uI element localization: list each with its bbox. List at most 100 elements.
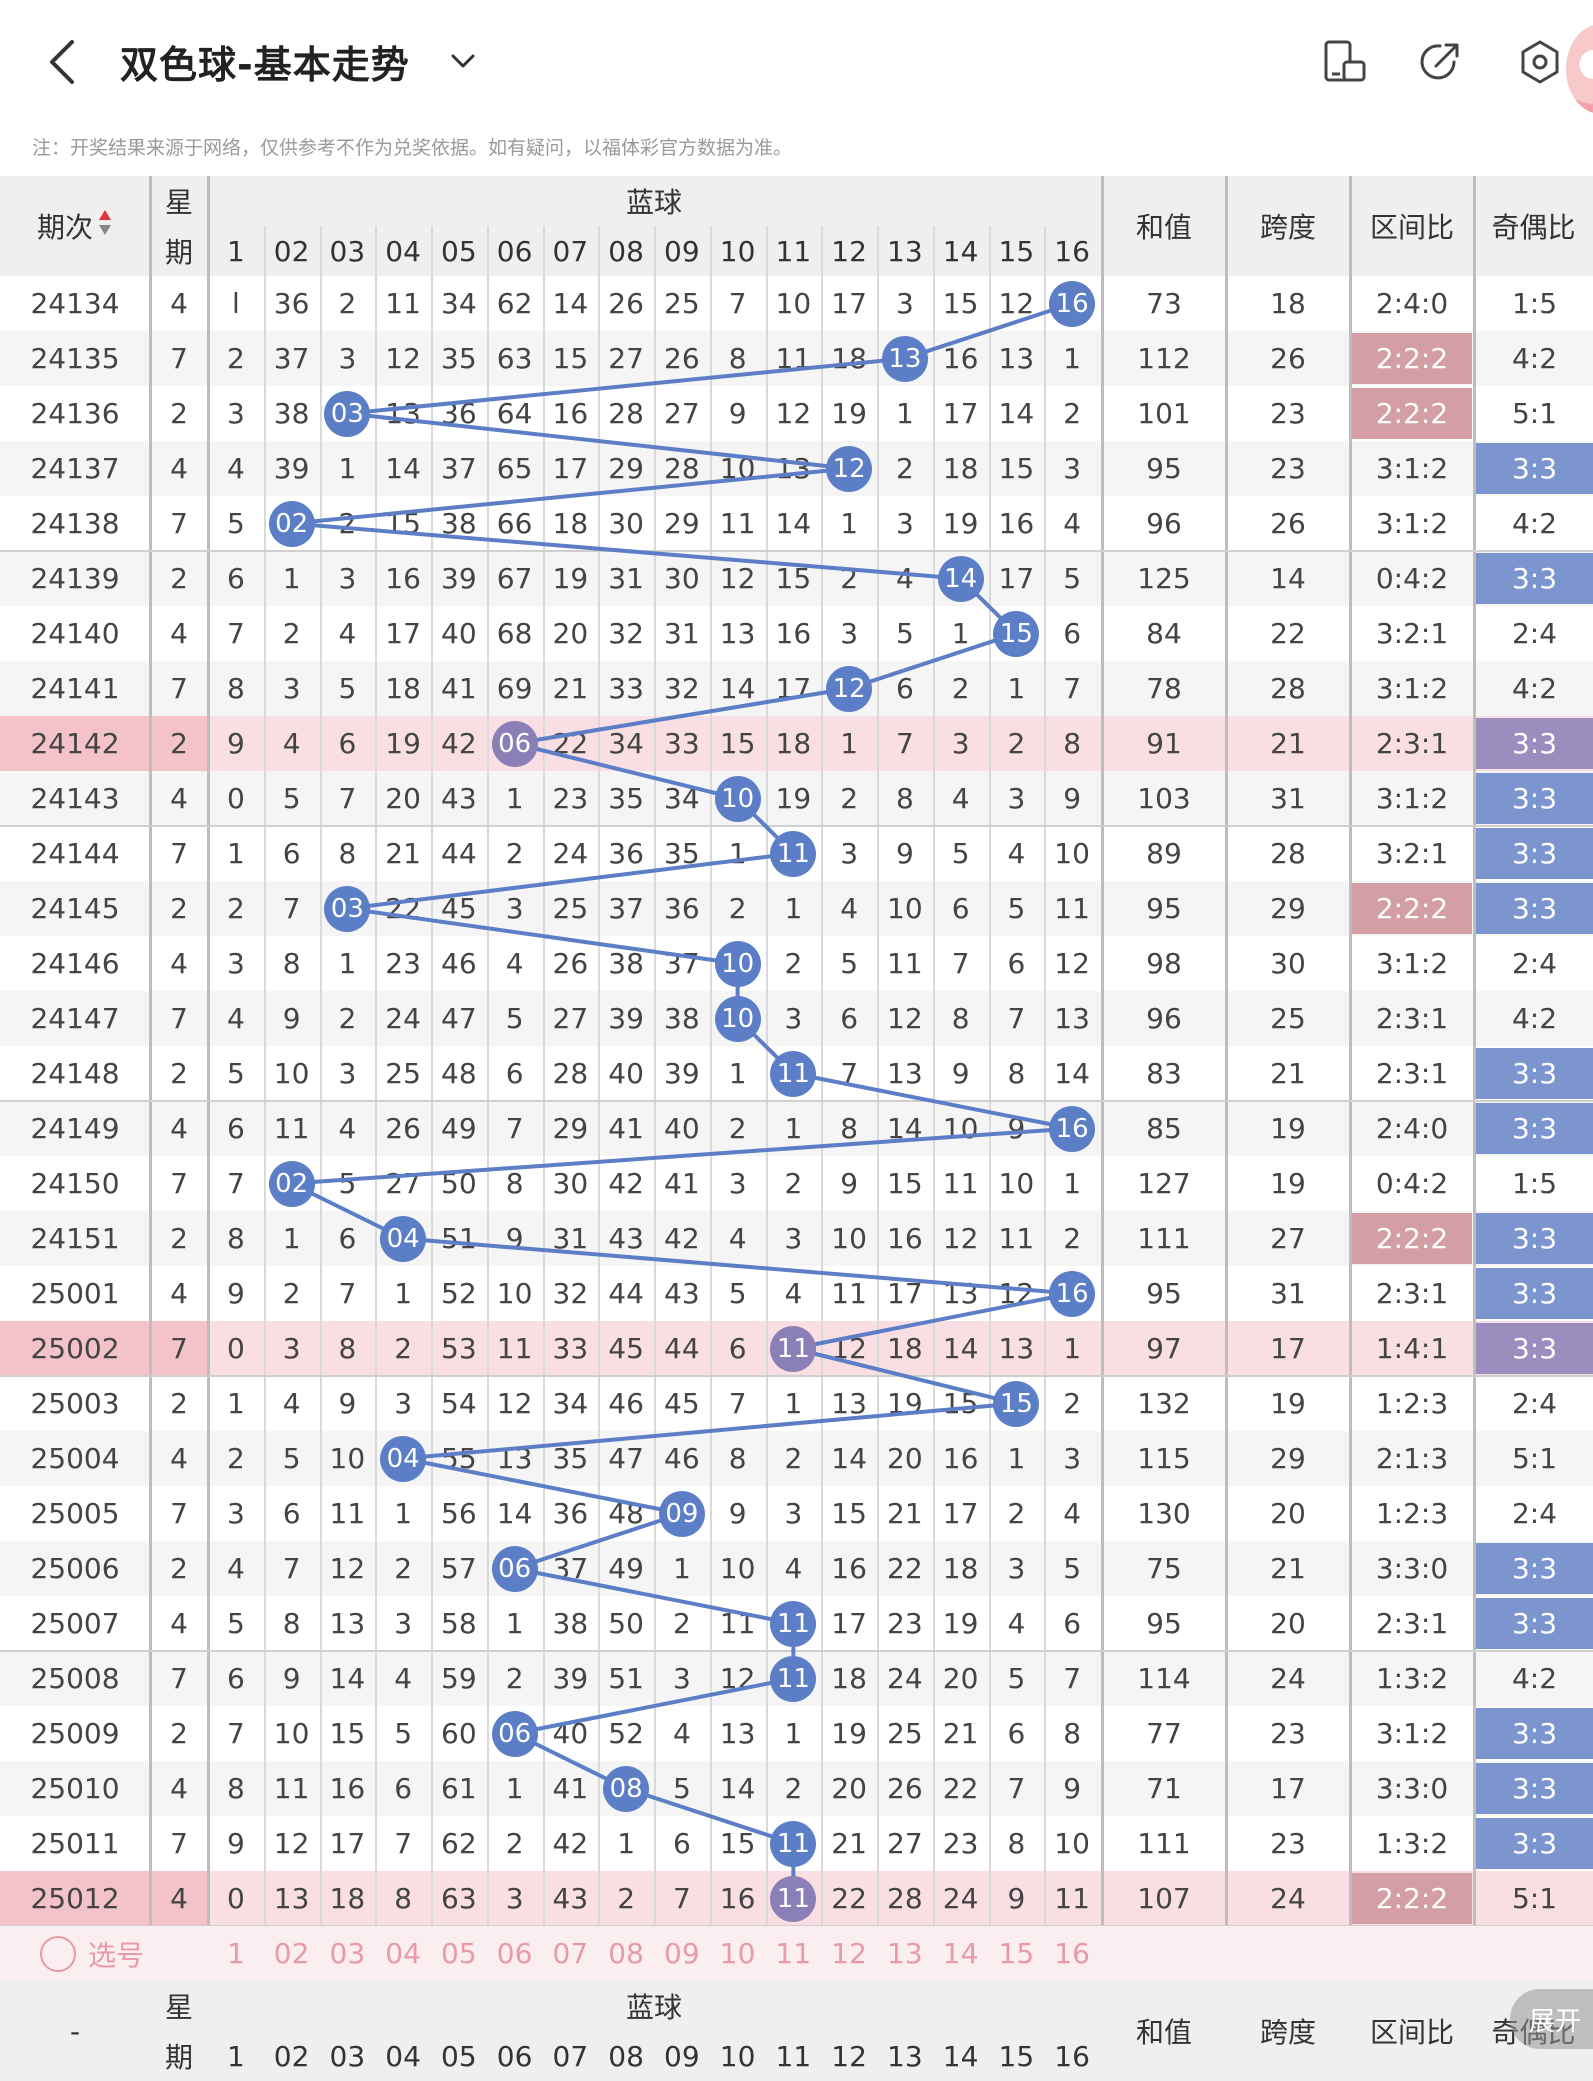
blue-ball-hit[interactable]: 09 xyxy=(654,1486,710,1541)
omission-cell: 4 xyxy=(338,1112,357,1145)
select-ball[interactable]: 10 xyxy=(719,1937,756,1970)
blue-ball[interactable]: 02 xyxy=(268,500,315,547)
blue-ball-hit[interactable]: 06 xyxy=(487,716,543,771)
blue-ball[interactable]: 06 xyxy=(491,1710,538,1757)
blue-ball[interactable]: 06 xyxy=(491,720,538,767)
share-icon[interactable] xyxy=(1414,36,1466,88)
col-sum-header[interactable]: 和值 xyxy=(1102,176,1226,276)
blue-ball[interactable]: 15 xyxy=(993,1380,1040,1427)
blue-ball[interactable]: 10 xyxy=(714,995,761,1042)
select-ball[interactable]: 06 xyxy=(496,1937,533,1970)
col-period-header[interactable]: 期次 xyxy=(0,176,150,276)
col-parity-header[interactable]: 奇偶比 xyxy=(1474,176,1593,276)
blue-ball[interactable]: 11 xyxy=(770,1050,817,1097)
expand-button[interactable]: 展开 xyxy=(1510,1989,1593,2049)
blue-ball[interactable]: 08 xyxy=(603,1765,650,1812)
blue-ball[interactable]: 06 xyxy=(491,1545,538,1592)
select-ball[interactable]: 08 xyxy=(608,1937,644,1970)
blue-ball[interactable]: 10 xyxy=(714,940,761,987)
chevron-down-icon[interactable] xyxy=(448,46,478,76)
blue-ball[interactable]: 03 xyxy=(324,390,371,437)
blue-ball[interactable]: 11 xyxy=(770,830,817,877)
select-ball[interactable]: 16 xyxy=(1054,1937,1090,1970)
blue-ball-hit[interactable]: 08 xyxy=(598,1761,654,1816)
select-number-button[interactable]: 选号 xyxy=(40,1926,160,1981)
blue-ball-hit[interactable]: 10 xyxy=(710,936,766,991)
blue-ball[interactable]: 13 xyxy=(881,335,928,382)
blue-ball[interactable]: 03 xyxy=(324,885,371,932)
select-ball[interactable]: 04 xyxy=(385,1937,421,1970)
blue-ball-hit[interactable]: 04 xyxy=(375,1431,431,1486)
select-ball[interactable]: 14 xyxy=(942,1937,979,1970)
chevron-left-icon[interactable] xyxy=(42,36,82,88)
select-ball[interactable]: 11 xyxy=(775,1937,812,1970)
blue-ball-hit[interactable]: 11 xyxy=(766,1651,822,1706)
blue-ball-hit[interactable]: 10 xyxy=(710,991,766,1046)
blue-ball-hit[interactable]: 04 xyxy=(375,1211,431,1266)
select-ball[interactable]: 12 xyxy=(831,1937,867,1970)
blue-ball-hit[interactable]: 11 xyxy=(766,826,822,881)
blue-ball-hit[interactable]: 03 xyxy=(320,386,376,441)
select-ball[interactable]: 07 xyxy=(552,1937,589,1970)
blue-ball-hit[interactable]: 11 xyxy=(766,1321,822,1376)
blue-ball[interactable]: 15 xyxy=(993,610,1040,657)
device-icon[interactable] xyxy=(1318,36,1370,88)
blue-ball[interactable]: 16 xyxy=(1049,280,1096,327)
radio-icon[interactable] xyxy=(40,1935,76,1972)
blue-ball[interactable]: 12 xyxy=(826,665,873,712)
select-ball[interactable]: 03 xyxy=(329,1937,366,1970)
select-ball[interactable]: 05 xyxy=(441,1937,477,1970)
blue-ball-hit[interactable]: 06 xyxy=(487,1541,543,1596)
blue-ball[interactable]: 11 xyxy=(770,1600,817,1647)
omission-cell: 22 xyxy=(887,1552,923,1585)
span-cell: 17 xyxy=(1270,1772,1306,1805)
omission-cell: 25 xyxy=(385,1057,421,1090)
blue-ball-hit[interactable]: 14 xyxy=(933,551,989,606)
omission-cell: 39 xyxy=(273,452,310,485)
blue-ball-hit[interactable]: 02 xyxy=(264,496,320,551)
blue-ball[interactable]: 09 xyxy=(658,1490,705,1537)
blue-ball[interactable]: 14 xyxy=(937,555,984,602)
blue-ball-hit[interactable]: 15 xyxy=(989,1376,1045,1431)
blue-ball-hit[interactable]: 16 xyxy=(1044,1101,1100,1156)
blue-ball[interactable]: 04 xyxy=(380,1215,427,1262)
blue-ball-hit[interactable]: 11 xyxy=(766,1046,822,1101)
blue-ball[interactable]: 02 xyxy=(268,1160,315,1207)
blue-ball[interactable]: 11 xyxy=(770,1655,817,1702)
blue-ball[interactable]: 04 xyxy=(380,1435,427,1482)
blue-ball[interactable]: 12 xyxy=(826,445,873,492)
blue-ball-hit[interactable]: 06 xyxy=(487,1706,543,1761)
select-ball[interactable]: 13 xyxy=(887,1937,923,1970)
select-ball[interactable]: 1 xyxy=(226,1937,245,1970)
blue-ball[interactable]: 10 xyxy=(714,775,761,822)
blue-ball-hit[interactable]: 16 xyxy=(1044,276,1100,331)
col-zone-header[interactable]: 区间比 xyxy=(1350,176,1474,276)
blue-ball-hit[interactable]: 11 xyxy=(766,1596,822,1651)
col-span-header[interactable]: 跨度 xyxy=(1226,176,1350,276)
blue-ball-hit[interactable]: 03 xyxy=(320,881,376,936)
blue-ball-hit[interactable]: 13 xyxy=(877,331,933,386)
select-ball[interactable]: 09 xyxy=(664,1937,700,1970)
omission-cell: 18 xyxy=(385,672,421,705)
blue-ball-hit[interactable]: 11 xyxy=(766,1871,822,1926)
blue-ball[interactable]: 16 xyxy=(1049,1270,1096,1317)
blue-ball[interactable]: 16 xyxy=(1049,1105,1096,1152)
blue-ball[interactable]: 11 xyxy=(770,1820,817,1867)
omission-cell: 5 xyxy=(282,1442,301,1475)
select-ball[interactable]: 02 xyxy=(273,1937,310,1970)
blue-ball[interactable]: 11 xyxy=(770,1325,817,1372)
omission-cell: 5 xyxy=(1063,562,1082,595)
blue-ball-hit[interactable]: 02 xyxy=(264,1156,320,1211)
settings-icon[interactable] xyxy=(1514,36,1566,88)
avatar[interactable] xyxy=(1566,24,1593,114)
blue-ball-hit[interactable]: 15 xyxy=(989,606,1045,661)
omission-cell: 2 xyxy=(1063,397,1082,430)
blue-ball-hit[interactable]: 12 xyxy=(821,441,877,496)
blue-ball-hit[interactable]: 10 xyxy=(710,771,766,826)
select-ball[interactable]: 15 xyxy=(998,1937,1035,1970)
blue-ball-hit[interactable]: 12 xyxy=(821,661,877,716)
blue-ball[interactable]: 11 xyxy=(770,1875,817,1922)
sort-icon[interactable] xyxy=(97,208,113,245)
blue-ball-hit[interactable]: 11 xyxy=(766,1816,822,1871)
blue-ball-hit[interactable]: 16 xyxy=(1044,1266,1100,1321)
